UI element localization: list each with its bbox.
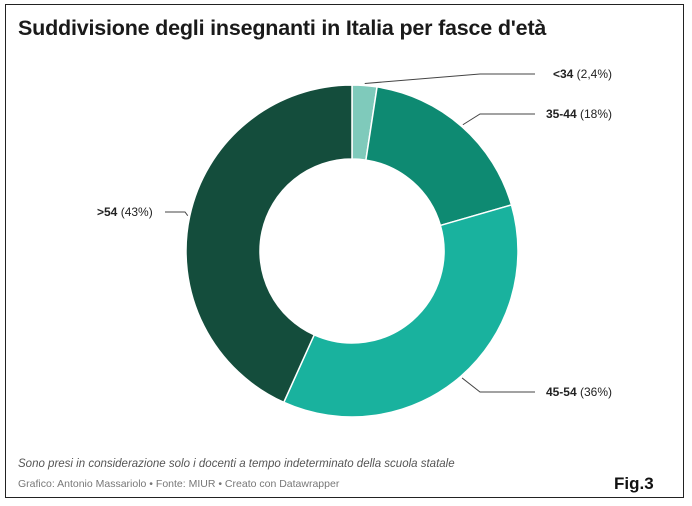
figure-label: Fig.3 xyxy=(614,474,654,493)
donut-slices xyxy=(185,84,519,418)
slice-label-gt-54: >54 (43%) xyxy=(97,205,153,219)
slice-value: (18%) xyxy=(577,107,612,121)
slice-labels: <34 (2,4%) 35-44 (18%) 45-54 (36%) >54 (43%… xyxy=(97,67,612,399)
slice-value: (36%) xyxy=(577,385,612,399)
slice-45-54 xyxy=(282,203,519,418)
leader-line-lt-34 xyxy=(364,73,535,84)
slice-gt-54 xyxy=(185,84,353,404)
slice-category: >54 xyxy=(97,205,118,219)
slice-label-lt-34: <34 (2,4%) xyxy=(553,67,612,81)
leader-lines xyxy=(165,73,535,393)
slice-category: <34 xyxy=(553,67,574,81)
slice-category: 45-54 xyxy=(546,385,577,399)
chart-credits: Grafico: Antonio Massariolo • Fonte: MIU… xyxy=(18,478,340,490)
chart-note: Sono presi in considerazione solo i doce… xyxy=(18,458,455,470)
slice-category: 35-44 xyxy=(546,107,577,121)
slice-35-44 xyxy=(365,86,513,227)
slice-label-35-44: 35-44 (18%) xyxy=(546,107,612,121)
chart-title: Suddivisione degli insegnanti in Italia … xyxy=(18,16,547,40)
leader-line-45-54 xyxy=(461,377,535,393)
leader-line-gt-54 xyxy=(165,211,189,216)
slice-value: (2,4%) xyxy=(573,67,612,81)
leader-line-35-44 xyxy=(462,113,535,126)
slice-value: (43%) xyxy=(117,205,152,219)
slice-label-45-54: 45-54 (36%) xyxy=(546,385,612,399)
